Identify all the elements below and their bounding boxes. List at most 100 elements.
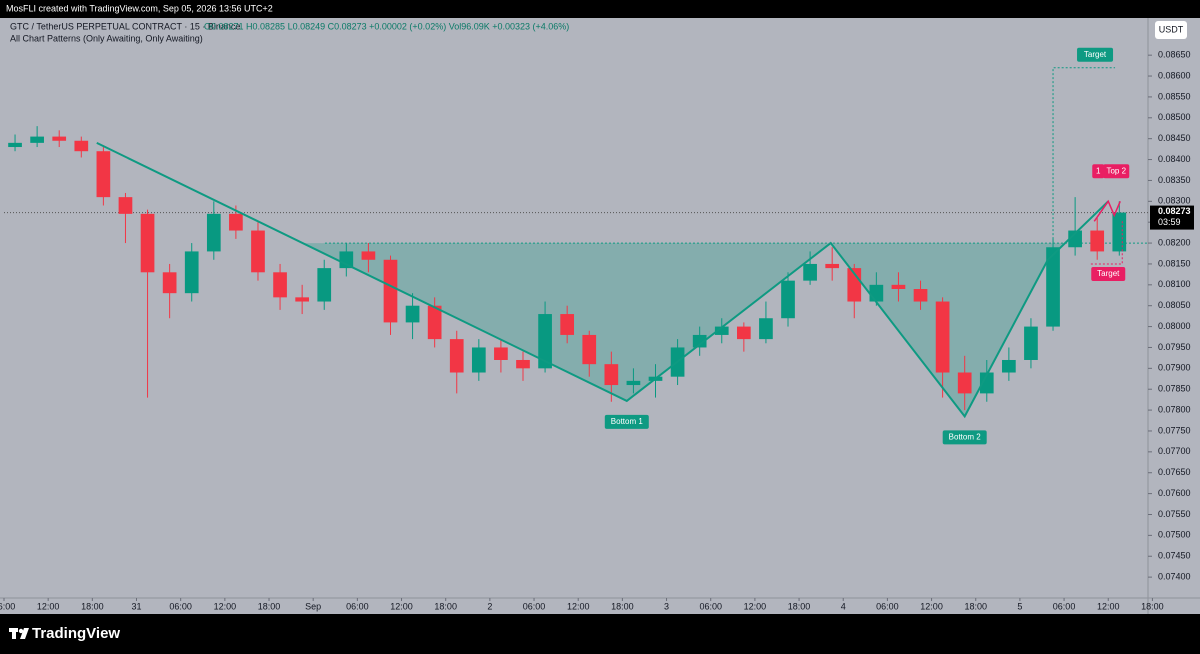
top-label: Top 2 (1106, 166, 1126, 175)
candle-body (604, 364, 619, 386)
brand: TradingView (32, 625, 120, 642)
x-tick-label: 06:00 (523, 601, 546, 611)
candle-body (273, 272, 287, 298)
x-tick-label: 06:00 (0, 601, 15, 611)
candle-body (317, 268, 332, 302)
x-tick-label: 5 (1017, 601, 1022, 611)
top-number-bg (1092, 164, 1105, 179)
ohlc: O0.08271 H0.08285 L0.08249 C0.08273 +0.0… (204, 21, 569, 31)
candle-body (427, 305, 442, 340)
candle-body (803, 263, 817, 281)
candle-body (825, 263, 840, 269)
candle-body (118, 197, 133, 214)
x-tick-label: 18:00 (611, 601, 634, 611)
y-tick-label: 0.08500 (1158, 112, 1191, 122)
y-tick-label: 0.07850 (1158, 384, 1191, 394)
x-tick-label: 2 (487, 601, 492, 611)
candle-body (979, 372, 994, 394)
y-tick-label: 0.08300 (1158, 196, 1191, 206)
x-tick-label: 12:00 (567, 601, 590, 611)
x-tick-label: 31 (132, 601, 142, 611)
candle-body (206, 213, 221, 252)
candle-body (52, 136, 67, 141)
candle-body (1002, 359, 1016, 373)
candle-body (626, 380, 641, 386)
candle-body (736, 326, 751, 340)
y-tick-label: 0.07450 (1158, 551, 1191, 561)
candle-body (361, 251, 376, 260)
candle-body (471, 347, 486, 373)
y-tick-label: 0.08550 (1158, 91, 1191, 101)
bottom-label-bg (942, 430, 987, 445)
candle-body (251, 230, 265, 273)
tv-logo (9, 628, 29, 639)
y-tick-label: 0.08600 (1158, 70, 1191, 80)
y-tick-label: 0.07650 (1158, 467, 1191, 477)
candle-body (869, 284, 884, 302)
x-tick-label: 06:00 (169, 601, 192, 611)
candle-body (405, 305, 420, 323)
x-tick-label: Sep (305, 601, 321, 611)
y-tick-label: 0.07800 (1158, 404, 1191, 414)
candle-body (1112, 212, 1127, 252)
target-label: Target (1084, 50, 1107, 59)
candle-body (582, 334, 597, 365)
symbol: GTC / TetherUS PERPETUAL CONTRACT · 15 ·… (10, 21, 240, 31)
y-tick-label: 0.08350 (1158, 175, 1191, 185)
candle-body (74, 140, 89, 152)
y-tick-label: 0.07700 (1158, 446, 1191, 456)
candle-body (935, 301, 950, 373)
candle-body (295, 297, 309, 302)
candle-body (1046, 247, 1060, 327)
currency[interactable]: USDT (1159, 24, 1184, 34)
indicator: All Chart Patterns (Only Awaiting, Only … (10, 33, 203, 43)
x-tick-label: 12:00 (37, 601, 60, 611)
x-tick-label: 12:00 (1097, 601, 1120, 611)
candle-body (714, 326, 729, 335)
y-tick-label: 0.07550 (1158, 509, 1191, 519)
x-tick-label: 12:00 (390, 601, 413, 611)
candle-body (339, 251, 354, 269)
candle-body (1024, 326, 1038, 360)
y-tick-label: 0.08100 (1158, 279, 1191, 289)
y-tick-label: 0.08150 (1158, 258, 1191, 268)
candle-body (781, 280, 795, 319)
candle-body (516, 359, 530, 369)
candle-body (383, 259, 398, 323)
y-tick-label: 0.08450 (1158, 133, 1191, 143)
countdown: 03:59 (1158, 217, 1181, 227)
target-label-bg (1077, 47, 1114, 62)
byline: MosFLI created with TradingView.com, Sep… (6, 3, 273, 13)
price-tag-label: 0.08273 (1158, 206, 1191, 216)
top-pattern (1093, 199, 1121, 222)
x-tick-label: 06:00 (876, 601, 899, 611)
x-tick-label: 18:00 (81, 601, 104, 611)
currency-button[interactable] (1155, 21, 1187, 39)
y-tick-label: 0.08650 (1158, 50, 1191, 60)
x-tick-label: 12:00 (920, 601, 943, 611)
candle-body (538, 314, 552, 369)
y-tick-label: 0.07500 (1158, 530, 1191, 540)
x-tick-label: 18:00 (788, 601, 811, 611)
bottom-label: Bottom 2 (949, 432, 982, 441)
price-tag (1150, 205, 1194, 230)
bottom-label: Bottom 1 (611, 417, 644, 426)
chart-area (0, 18, 1200, 614)
candle-body (494, 347, 508, 360)
y-tick-label: 0.08400 (1158, 154, 1191, 164)
x-tick-label: 06:00 (1053, 601, 1076, 611)
y-tick-label: 0.07400 (1158, 571, 1191, 581)
y-tick-label: 0.08050 (1158, 300, 1191, 310)
x-tick-label: 18:00 (964, 601, 987, 611)
target-line (1052, 67, 1116, 244)
candle-body (891, 284, 906, 290)
y-tick-label: 0.08000 (1158, 321, 1191, 331)
candle-body (957, 372, 972, 394)
candle-body (30, 136, 44, 143)
x-tick-label: 06:00 (699, 601, 722, 611)
bottom-label-bg (604, 414, 649, 429)
candle-body (8, 142, 22, 148)
x-tick-label: 06:00 (346, 601, 369, 611)
top-label-bg (1103, 164, 1130, 179)
